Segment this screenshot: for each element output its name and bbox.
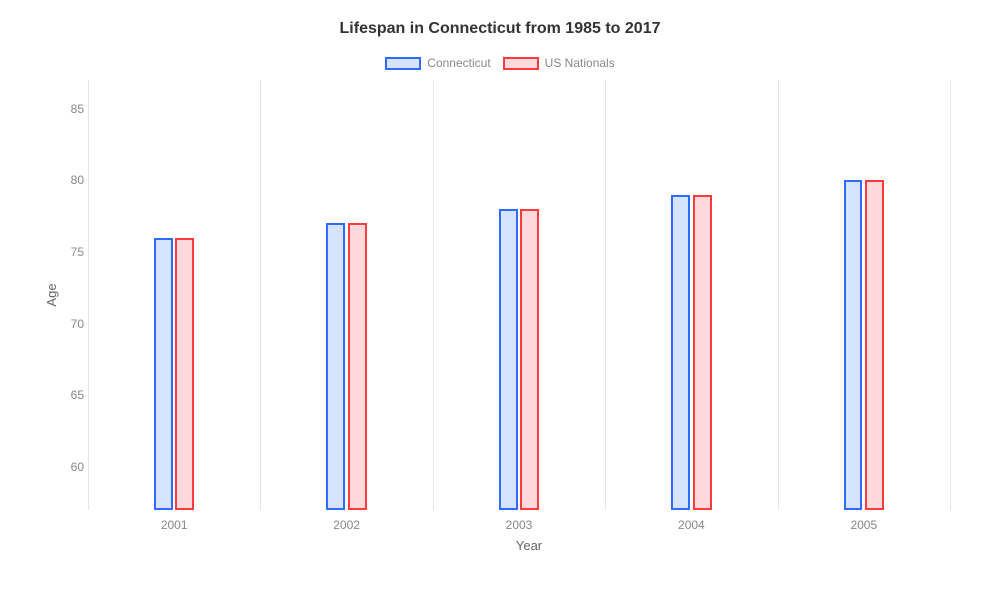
bars-layer — [88, 80, 950, 510]
bar — [693, 195, 712, 510]
x-axis-label: Year — [88, 538, 970, 553]
legend: Connecticut US Nationals — [30, 56, 970, 70]
grid-vline — [950, 80, 951, 510]
y-tick: 70 — [58, 317, 84, 331]
x-tick: 2001 — [161, 518, 188, 532]
bar — [671, 195, 690, 510]
y-tick: 60 — [58, 460, 84, 474]
bar — [865, 180, 884, 510]
y-axis-label: Age — [44, 283, 59, 306]
x-tick: 2003 — [506, 518, 533, 532]
x-tick: 2005 — [850, 518, 877, 532]
y-tick: 85 — [58, 102, 84, 116]
legend-swatch-0 — [385, 57, 421, 70]
bar — [844, 180, 863, 510]
legend-item-0: Connecticut — [385, 56, 490, 70]
plot-area: Age 60657075808520012002200320042005 — [88, 80, 950, 510]
bar — [326, 223, 345, 510]
bar — [175, 238, 194, 510]
bar — [520, 209, 539, 510]
legend-swatch-1 — [503, 57, 539, 70]
bar — [499, 209, 518, 510]
y-tick: 80 — [58, 173, 84, 187]
y-tick: 75 — [58, 245, 84, 259]
x-tick: 2004 — [678, 518, 705, 532]
chart-container: Lifespan in Connecticut from 1985 to 201… — [0, 0, 1000, 600]
legend-label-0: Connecticut — [427, 56, 490, 70]
y-tick: 65 — [58, 388, 84, 402]
bar — [348, 223, 367, 510]
legend-item-1: US Nationals — [503, 56, 615, 70]
legend-label-1: US Nationals — [545, 56, 615, 70]
x-tick: 2002 — [333, 518, 360, 532]
bar — [154, 238, 173, 510]
chart-title: Lifespan in Connecticut from 1985 to 201… — [30, 20, 970, 38]
